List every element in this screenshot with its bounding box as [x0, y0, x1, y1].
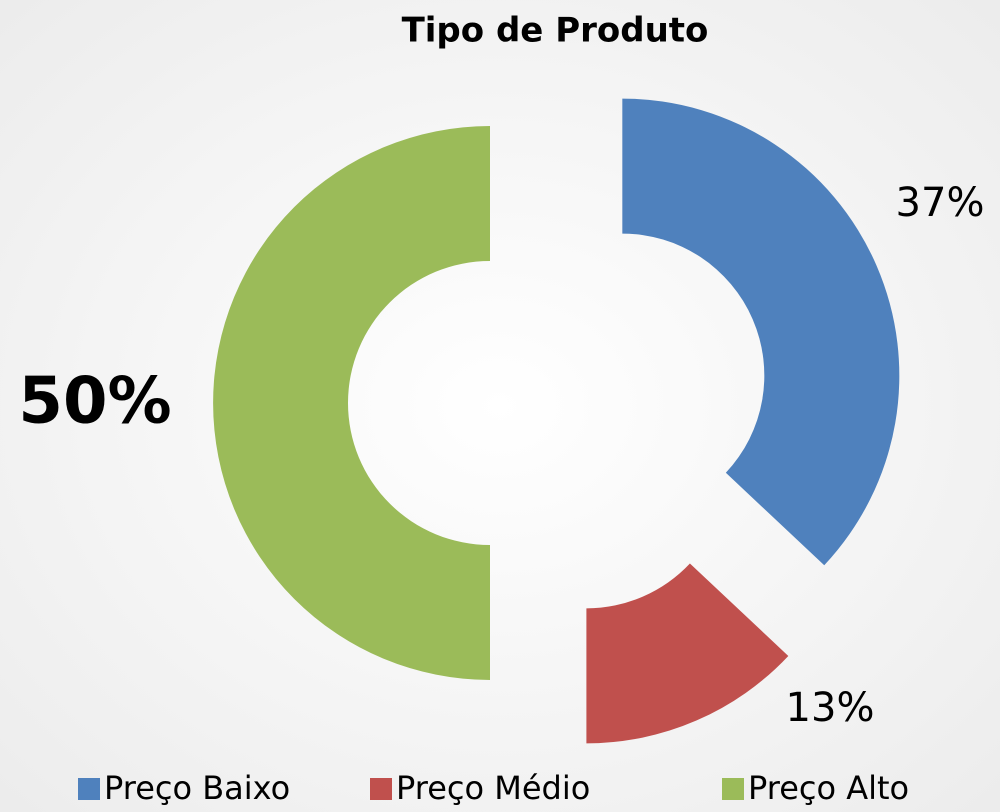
donut-segment — [586, 563, 789, 744]
legend-label: Preço Alto — [748, 769, 909, 807]
legend-swatch — [722, 778, 744, 800]
legend-swatch — [78, 778, 100, 800]
legend-label: Preço Baixo — [104, 769, 290, 807]
donut-segment — [622, 98, 900, 566]
legend-label: Preço Médio — [396, 769, 590, 807]
chart-title: Tipo de Produto — [402, 11, 709, 51]
data-label: 37% — [896, 180, 985, 226]
donut-segment — [213, 126, 490, 680]
legend-swatch — [370, 778, 392, 800]
data-label: 13% — [786, 685, 875, 731]
data-label: 50% — [18, 365, 171, 439]
